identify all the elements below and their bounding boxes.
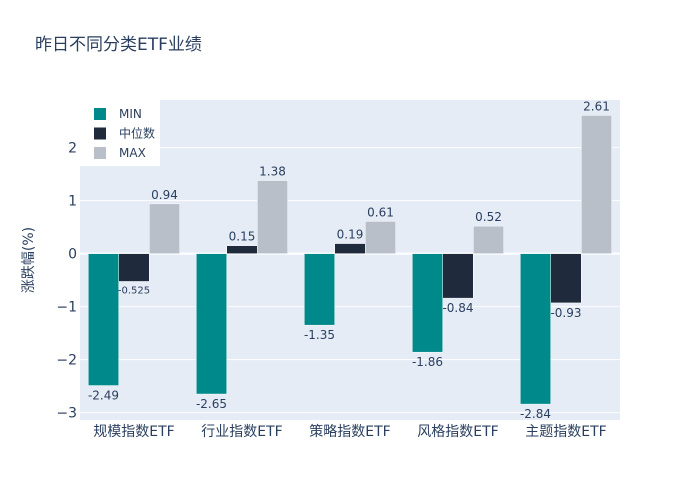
y-axis-label: 涨跌幅(%)	[21, 227, 37, 293]
data-label: -2.49	[88, 389, 119, 403]
chart-title: 昨日不同分类ETF业绩	[35, 35, 202, 55]
bar[interactable]	[149, 203, 180, 254]
bar[interactable]	[550, 253, 582, 304]
x-category-label: 规模指数ETF	[93, 424, 174, 440]
y-tick-label: −1	[56, 300, 77, 316]
data-labels: -2.49 -0.525 0.94 -2.65 0.15 1.38 -1.35 0.190.6…	[88, 99, 610, 421]
data-label: 1.38	[259, 165, 286, 179]
bar[interactable]	[581, 115, 612, 254]
data-label: 0.19	[337, 228, 364, 242]
y-ticks: 2 1 0 −1 −2 −3	[56, 141, 77, 422]
bar[interactable]	[412, 253, 443, 353]
legend[interactable]: MIN 中位数 MAX	[80, 100, 160, 166]
y-tick-label: 2	[68, 141, 77, 157]
legend-entry[interactable]: MAX	[119, 146, 146, 160]
y-tick-label: −2	[56, 353, 77, 369]
bar[interactable]	[118, 253, 150, 282]
data-label: -0.525	[118, 285, 150, 296]
bar[interactable]	[334, 243, 366, 254]
data-label: -0.84	[442, 301, 473, 315]
legend-background	[80, 100, 160, 166]
bars	[88, 115, 612, 405]
bar[interactable]	[365, 221, 396, 254]
x-category-label: 主题指数ETF	[525, 424, 606, 440]
data-label: 0.52	[475, 210, 502, 224]
data-label: -2.84	[520, 407, 551, 421]
y-tick-label: 1	[68, 194, 77, 210]
x-category-labels: 规模指数ETF 行业指数ETF 策略指数ETF 风格指数ETF 主题指数ETF	[93, 423, 606, 440]
bar[interactable]	[304, 253, 335, 326]
y-tick-label: 0	[68, 247, 77, 263]
data-label: 0.15	[229, 230, 256, 244]
bar[interactable]	[442, 253, 474, 299]
data-label: 0.61	[367, 205, 394, 219]
data-label: -0.93	[550, 306, 581, 320]
bar[interactable]	[473, 225, 504, 254]
bar[interactable]	[520, 253, 551, 405]
bar[interactable]	[257, 180, 288, 254]
data-label: -1.35	[304, 328, 335, 342]
legend-swatch	[94, 127, 106, 140]
bar[interactable]	[88, 253, 119, 386]
bar[interactable]	[226, 245, 258, 254]
data-label: 0.94	[151, 188, 178, 202]
data-label: 2.61	[583, 99, 610, 113]
y-tick-label: −3	[56, 406, 77, 422]
legend-swatch	[94, 108, 106, 120]
x-category-label: 风格指数ETF	[417, 424, 498, 440]
x-category-label: 策略指数ETF	[309, 423, 390, 440]
legend-entry[interactable]: MIN	[119, 107, 142, 121]
legend-swatch	[94, 147, 106, 159]
legend-entry[interactable]: 中位数	[119, 126, 155, 141]
data-label: -2.65	[196, 397, 227, 411]
data-label: -1.86	[412, 355, 443, 369]
x-category-label: 行业指数ETF	[201, 424, 282, 440]
bar[interactable]	[196, 253, 227, 395]
